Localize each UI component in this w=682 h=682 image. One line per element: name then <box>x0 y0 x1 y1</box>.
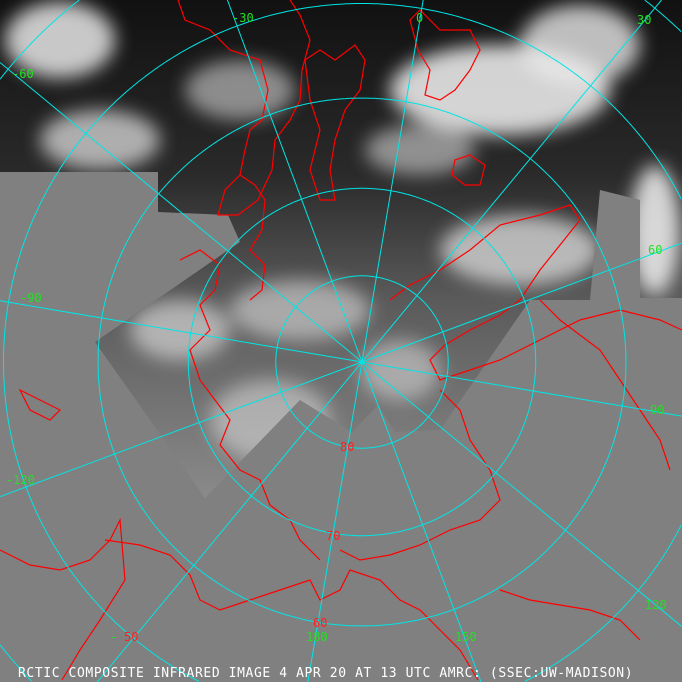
coastline-siberia <box>389 204 682 381</box>
meridian-180 <box>307 361 363 682</box>
image-caption: RCTIC COMPOSITE INFRARED IMAGE 4 APR 20 … <box>18 666 634 681</box>
meridian-120 <box>361 361 682 628</box>
latitude-label: 60 <box>313 616 328 630</box>
longitude-label: 120 <box>645 598 667 612</box>
meridian--120 <box>0 361 363 498</box>
coastline-alaska <box>104 539 479 681</box>
latitude-label: 80 <box>340 440 355 454</box>
coastline-greenland <box>177 0 311 216</box>
longitude-label: -90 <box>20 291 42 305</box>
longitude-label: -120 <box>6 473 35 487</box>
latitude-circle-50 <box>3 3 682 682</box>
latitude-circle-80 <box>275 275 449 449</box>
meridian--60 <box>0 62 363 363</box>
coastline-siberia-east <box>339 389 501 561</box>
meridian--150 <box>96 361 363 682</box>
coastline-russia-inland <box>539 299 671 471</box>
coastline-hudson <box>0 517 126 681</box>
longitude-label: 0 <box>416 11 424 25</box>
coastline-scandinavia <box>409 9 481 101</box>
longitude-label: 180 <box>306 630 328 644</box>
coastline-svalbard <box>304 44 366 201</box>
meridian-30 <box>361 0 662 363</box>
meridian-0 <box>361 0 424 363</box>
satellite-imagery <box>0 0 682 498</box>
meridian-60 <box>361 242 682 363</box>
coastline-greenland-west <box>239 174 266 301</box>
meridian--90 <box>0 300 363 363</box>
coastline-baffin <box>18 388 62 421</box>
meridian--30 <box>226 0 363 363</box>
longitude-label: 90 <box>650 403 665 417</box>
latitude-label: 50 <box>124 630 139 644</box>
latitude-circle-70 <box>187 187 537 537</box>
longitude-label: - <box>110 630 118 644</box>
longitude-label: 150 <box>455 630 477 644</box>
coastline-iceland <box>451 154 486 186</box>
meridian-90 <box>361 361 682 417</box>
longitude-label: 60 <box>648 243 663 257</box>
longitude-label: 30 <box>637 13 652 27</box>
longitude-label: -60 <box>12 67 34 81</box>
coastline-canada <box>179 249 321 561</box>
latitude-circle-60 <box>97 97 627 627</box>
longitude-label: -30 <box>232 11 254 25</box>
meridian-150 <box>361 361 482 682</box>
coastline-aleutians <box>499 589 641 641</box>
latitude-label: 70 <box>326 529 341 543</box>
